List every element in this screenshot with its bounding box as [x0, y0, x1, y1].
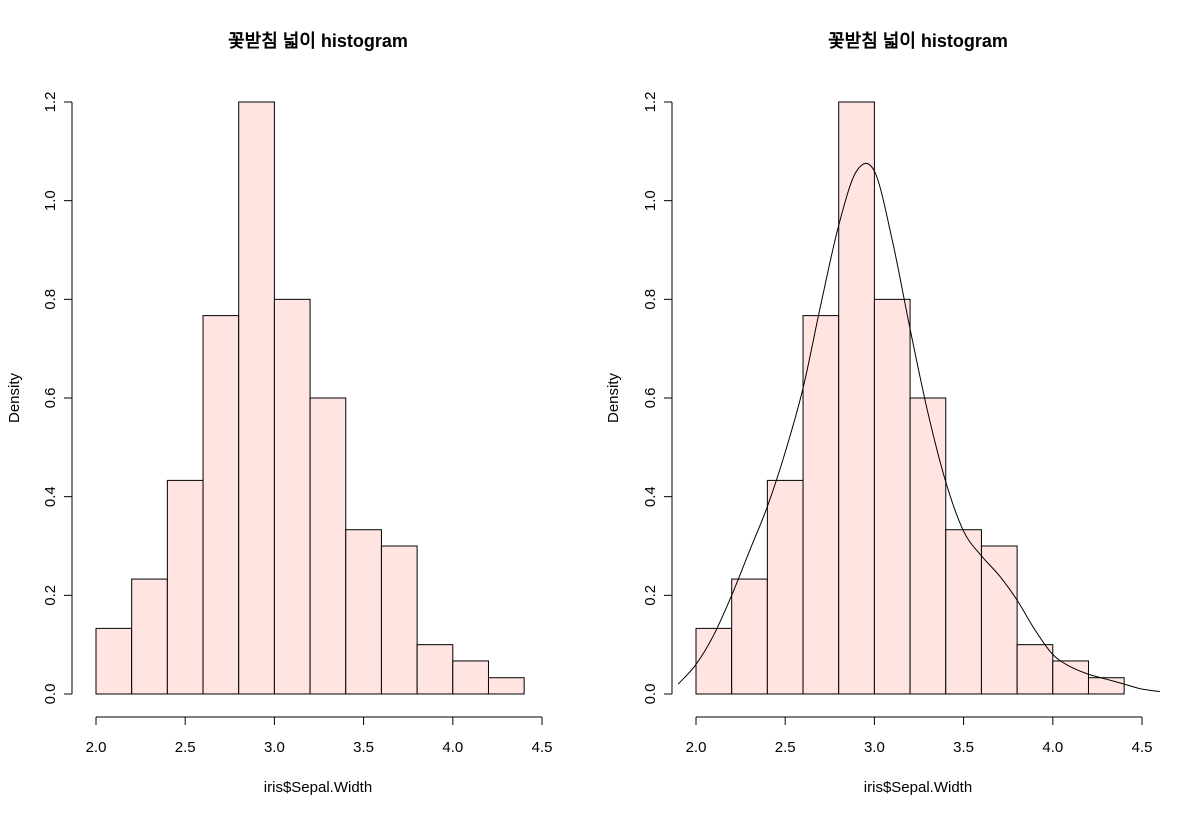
chart-title-english: histogram — [921, 31, 1008, 51]
y-tick-label: 0.0 — [42, 684, 59, 705]
x-axis-label: iris$Sepal.Width — [864, 779, 972, 796]
x-tick-label: 2.0 — [86, 739, 107, 756]
y-tick-label: 1.2 — [642, 92, 659, 113]
histogram-bar — [980, 545, 1018, 695]
histogram-bar — [731, 578, 768, 695]
histogram-panel-right: 꽃받침 넓이 histogram iris$Sepal.Width Densit… — [605, 31, 1160, 796]
y-tick-label: 0.8 — [42, 289, 59, 310]
x-tick-label: 3.0 — [864, 739, 885, 756]
bars — [695, 101, 1125, 695]
histogram-bar — [238, 101, 275, 695]
x-tick-label: 4.5 — [1132, 739, 1153, 756]
histogram-panel-left: 꽃받침 넓이 histogram iris$Sepal.Width Densit… — [6, 31, 552, 796]
histogram-bar — [166, 479, 204, 695]
histogram-bar — [380, 545, 418, 695]
y-tick-label: 1.0 — [642, 190, 659, 211]
histogram-bar — [945, 529, 982, 695]
histogram-bar — [487, 677, 525, 695]
x-tick-label: 3.0 — [264, 739, 285, 756]
y-tick-label: 1.2 — [42, 92, 59, 113]
histogram-bar — [766, 479, 804, 695]
x-tick-label: 2.5 — [775, 739, 796, 756]
x-tick-label: 4.0 — [442, 739, 463, 756]
x-axis: 2.0 2.5 3.0 3.5 4.0 4.5 — [686, 716, 1153, 756]
histogram-bar — [909, 397, 947, 695]
histogram-bar — [695, 627, 733, 695]
x-tick-label: 3.5 — [353, 739, 374, 756]
histogram-bar — [1052, 660, 1089, 695]
y-tick-label: 0.4 — [42, 486, 59, 507]
y-axis-label: Density — [6, 372, 23, 423]
y-tick-label: 0.2 — [642, 585, 659, 606]
density-curve-group — [677, 162, 1160, 693]
histogram-bar — [873, 298, 911, 695]
y-tick-label: 0.4 — [642, 486, 659, 507]
y-tick-label: 0.0 — [642, 684, 659, 705]
y-tick-label: 0.2 — [42, 585, 59, 606]
histogram-bar — [1087, 677, 1125, 695]
y-tick-label: 0.6 — [42, 388, 59, 409]
x-axis-label: iris$Sepal.Width — [264, 779, 372, 796]
histogram-bar — [202, 315, 240, 695]
x-tick-label: 3.5 — [953, 739, 974, 756]
x-tick-label: 2.0 — [686, 739, 707, 756]
x-tick-label: 4.5 — [532, 739, 553, 756]
y-tick-label: 1.0 — [42, 190, 59, 211]
chart-title: 꽃받침 넓이 histogram — [228, 31, 408, 51]
histogram-bar — [131, 578, 168, 695]
y-tick-label: 0.6 — [642, 388, 659, 409]
chart-title-korean: 꽃받침 넓이 — [228, 31, 316, 51]
histogram-bar — [309, 397, 347, 695]
histogram-bar — [838, 101, 875, 695]
histogram-bar — [802, 315, 840, 695]
y-axis: 0.0 0.2 0.4 0.6 0.8 1.0 1.2 — [642, 92, 673, 705]
histogram-bar — [1016, 644, 1054, 695]
histogram-bar — [345, 529, 382, 695]
histogram-bar — [416, 644, 454, 695]
density-curve — [677, 162, 1160, 693]
bars — [95, 101, 525, 695]
chart-title-english: histogram — [321, 31, 408, 51]
y-axis: 0.0 0.2 0.4 0.6 0.8 1.0 1.2 — [42, 92, 73, 705]
chart-title-korean: 꽃받침 넓이 — [828, 31, 916, 51]
y-axis-label: Density — [605, 372, 622, 423]
histogram-bar — [273, 298, 311, 695]
y-tick-label: 0.8 — [642, 289, 659, 310]
histogram-bar — [95, 627, 133, 695]
chart-title: 꽃받침 넓이 histogram — [828, 31, 1008, 51]
histogram-bar — [452, 660, 489, 695]
x-axis: 2.0 2.5 3.0 3.5 4.0 4.5 — [86, 716, 553, 756]
x-tick-label: 2.5 — [175, 739, 196, 756]
x-tick-label: 4.0 — [1042, 739, 1063, 756]
